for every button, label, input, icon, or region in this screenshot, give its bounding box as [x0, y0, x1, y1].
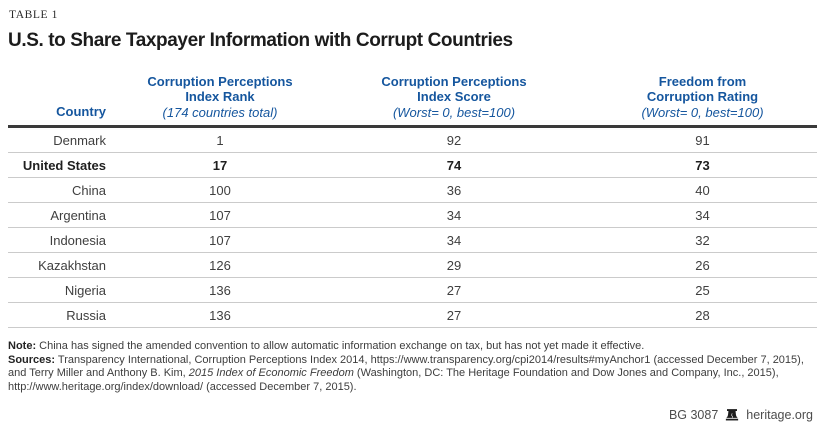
freedom-rating-cell: 34	[695, 207, 710, 223]
table-row: Indonesia 107 34 32	[8, 228, 817, 254]
column-subheader: (174 countries total)	[162, 104, 278, 120]
cpi-score-cell: 74	[446, 157, 462, 173]
site-link: heritage.org	[746, 408, 813, 422]
freedom-rating-cell: 28	[695, 307, 710, 323]
column-header-country: Country	[56, 103, 106, 119]
cpi-rank-cell: 107	[209, 232, 231, 248]
note-text: China has signed the amended convention …	[36, 340, 645, 353]
column-header-line: Corruption Perceptions	[147, 74, 293, 89]
column-header-line: Index Score	[417, 88, 491, 104]
column-header-cpi-rank: Corruption Perceptions Index Rank (174 c…	[120, 74, 320, 120]
column-header-line: Corruption Perceptions	[381, 74, 527, 89]
freedom-rating-cell: 40	[695, 182, 710, 198]
country-cell: China	[72, 182, 106, 198]
cpi-rank-cell: 126	[209, 257, 231, 273]
cpi-score-cell: 27	[446, 282, 462, 298]
freedom-rating-cell: 73	[695, 157, 710, 173]
liberty-bell-icon	[726, 409, 739, 421]
column-header-line: Index Rank	[185, 88, 255, 104]
table-label: TABLE 1	[9, 9, 58, 21]
cpi-score-cell: 34	[446, 232, 462, 248]
table-row: Argentina 107 34 34	[8, 203, 817, 229]
table-row: China 100 36 40	[8, 178, 817, 204]
country-cell: Kazakhstan	[38, 257, 106, 273]
freedom-rating-cell: 25	[695, 282, 710, 298]
sources-text: Transparency International, Corruption P…	[8, 353, 804, 380]
country-cell: Argentina	[50, 207, 106, 223]
cpi-rank-cell: 107	[209, 207, 231, 223]
cpi-score-cell: 27	[446, 307, 462, 323]
page-title: U.S. to Share Taxpayer Information with …	[8, 30, 513, 51]
note-label: Note:	[8, 340, 37, 353]
doc-id: BG 3087	[668, 408, 719, 422]
sources-italic-title: 2015 Index of Economic Freedom	[188, 367, 354, 380]
country-cell: United States	[22, 157, 106, 173]
sources-label: Sources:	[8, 353, 56, 366]
footnotes: Note: China has signed the amended conve…	[8, 340, 814, 394]
column-subheader: (Worst= 0, best=100)	[641, 104, 764, 120]
column-header-line: Corruption Rating	[646, 88, 759, 104]
sources-paragraph: Sources: Transparency International, Cor…	[8, 354, 814, 394]
country-cell: Indonesia	[49, 232, 106, 248]
sources-text: (Washington, DC: The Heritage Foundation…	[8, 367, 779, 393]
footer: BG 3087 heritage.org	[669, 408, 813, 422]
table-row: Nigeria 136 27 25	[8, 278, 817, 304]
freedom-rating-cell: 91	[695, 132, 710, 148]
country-cell: Nigeria	[64, 282, 106, 298]
cpi-rank-cell: 1	[216, 132, 224, 148]
table-row: United States 17 74 73	[8, 153, 817, 179]
table-row: Denmark 1 92 91	[8, 128, 817, 154]
cpi-score-cell: 36	[446, 182, 462, 198]
cpi-rank-cell: 100	[209, 182, 231, 198]
cpi-rank-cell: 136	[209, 307, 231, 323]
freedom-rating-cell: 32	[695, 232, 710, 248]
freedom-rating-cell: 26	[695, 257, 710, 273]
country-cell: Russia	[66, 307, 106, 323]
note-paragraph: Note: China has signed the amended conve…	[8, 340, 814, 353]
cpi-score-cell: 34	[446, 207, 462, 223]
column-subheader: (Worst= 0, best=100)	[392, 104, 516, 120]
country-cell: Denmark	[53, 132, 106, 148]
table-header-row: Country Corruption Perceptions Index Ran…	[8, 74, 817, 129]
table-row: Russia 136 27 28	[8, 303, 817, 329]
cpi-score-cell: 29	[446, 257, 462, 273]
column-header-freedom-rating: Freedom from Corruption Rating (Worst= 0…	[588, 74, 817, 120]
column-header-cpi-score: Corruption Perceptions Index Score (Wors…	[320, 74, 588, 120]
cpi-rank-cell: 17	[212, 157, 228, 173]
table-row: Kazakhstan 126 29 26	[8, 253, 817, 279]
column-header-line: Freedom from	[658, 74, 747, 89]
cpi-score-cell: 92	[446, 132, 462, 148]
cpi-rank-cell: 136	[209, 282, 231, 298]
table-body: Denmark 1 92 91 United States 17 74 73 C…	[8, 128, 817, 329]
